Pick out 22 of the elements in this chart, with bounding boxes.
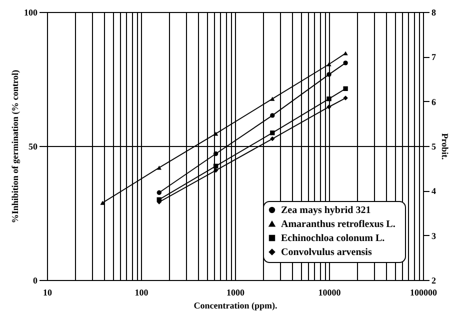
y2-tick-label: 7: [432, 52, 436, 62]
y2-tick-label: 5: [432, 142, 436, 152]
legend-label: Amaranthus retroflexus L.: [281, 219, 396, 230]
x-tick-label: 100000: [410, 288, 438, 298]
y-tick-label: 0: [33, 276, 38, 286]
y2-tick-label: 8: [432, 8, 436, 18]
x-tick-label: 10000: [318, 288, 342, 298]
y2-tick-label: 6: [432, 96, 436, 107]
legend-label: Echinochloa colonum L.: [281, 233, 386, 244]
x-tick-label: 1000: [226, 288, 245, 298]
x-tick-label: 10: [43, 288, 52, 298]
y-tick-label: 50: [28, 142, 38, 152]
y2-tick-label: 2: [432, 276, 436, 286]
legend-label: Zea mays hybrid 321: [281, 205, 371, 216]
y2-tick-label: 3: [432, 230, 436, 241]
y2-axis-title: Probit.: [440, 133, 450, 160]
y2-tick-label: 4: [432, 186, 436, 196]
x-tick-label: 100: [134, 288, 149, 298]
y-tick-label: 100: [24, 8, 38, 18]
x-axis-title: Concentration (ppm).: [194, 300, 278, 310]
legend-label: Convolvulus arvensis: [281, 247, 372, 258]
y-axis-title: %Inhibition of germination (% control): [10, 70, 20, 224]
